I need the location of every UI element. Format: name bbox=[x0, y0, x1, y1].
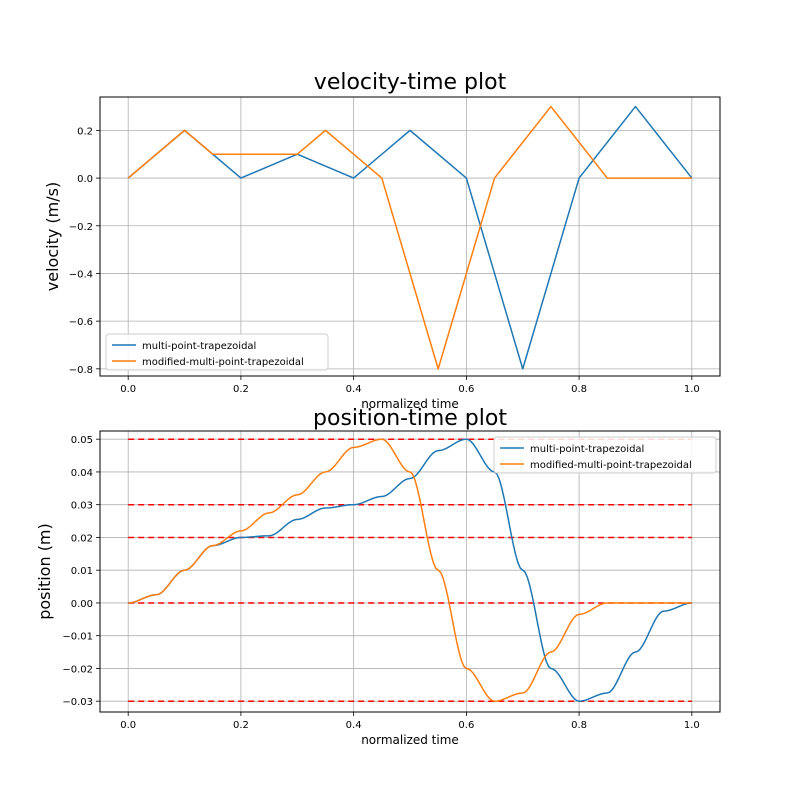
position-x-tick-label: 0.6 bbox=[458, 720, 474, 731]
velocity-y-tick-label: −0.4 bbox=[69, 269, 93, 280]
position-y-tick-label: 0.03 bbox=[71, 501, 93, 512]
velocity-y-tick-label: 0.0 bbox=[77, 174, 93, 185]
velocity-x-tick-label: 0.8 bbox=[571, 384, 587, 395]
position-axes-frame bbox=[99, 430, 721, 713]
position-chart-title: position-time plot bbox=[313, 406, 507, 431]
position-legend: multi-point-trapezoidal modified-multi-po… bbox=[493, 436, 717, 474]
velocity-y-tick-label: 0.2 bbox=[77, 126, 93, 137]
position-plot-area bbox=[128, 438, 692, 702]
velocity-x-tick-label: 0.6 bbox=[458, 384, 474, 395]
velocity-x-tick-label: 0.2 bbox=[233, 384, 249, 395]
velocity-ticks: 0.0 0.2 0.4 0.6 0.8 1.0 −0.8 −0.6 −0.4 −0.2 0.0 0.2 bbox=[69, 126, 700, 395]
position-x-axis-label: normalized time bbox=[361, 733, 459, 747]
velocity-legend-box bbox=[105, 333, 329, 371]
position-legend-box bbox=[493, 436, 717, 474]
velocity-y-tick-label: −0.2 bbox=[69, 222, 93, 233]
position-y-tick-label: 0.02 bbox=[71, 533, 93, 544]
velocity-plot-area bbox=[127, 105, 693, 370]
position-y-tick-label: 0.01 bbox=[71, 566, 93, 577]
position-y-axis-label: position (m) bbox=[35, 523, 54, 620]
position-x-tick-label: 1.0 bbox=[684, 720, 700, 731]
position-y-tick-label: 0.00 bbox=[71, 599, 93, 610]
velocity-x-tick-label: 0.0 bbox=[120, 384, 136, 395]
velocity-chart-title: velocity-time plot bbox=[314, 70, 507, 95]
velocity-legend: multi-point-trapezoidal modified-multi-po… bbox=[105, 333, 329, 371]
velocity-y-tick-label: −0.8 bbox=[69, 365, 93, 376]
position-series-line-1 bbox=[128, 438, 692, 702]
position-ticks: 0.0 0.2 0.4 0.6 0.8 1.0 −0.03 −0.02 −0.01 0.00 0.0… bbox=[62, 435, 699, 731]
velocity-series-line-1 bbox=[127, 105, 693, 370]
position-subplot: 0.0 0.2 0.4 0.6 0.8 1.0 −0.03 −0.02 −0.01 0.00 0.0… bbox=[35, 406, 721, 747]
velocity-x-tick-label: 1.0 bbox=[684, 384, 700, 395]
velocity-series-line-2 bbox=[127, 105, 692, 370]
position-y-tick-label: 0.04 bbox=[71, 468, 93, 479]
position-series-line-2 bbox=[128, 438, 692, 702]
velocity-legend-label-2: modified-multi-point-trapezoidal bbox=[142, 357, 304, 368]
velocity-subplot: 0.0 0.2 0.4 0.6 0.8 1.0 −0.8 −0.6 −0.4 −0.2 0.0 0.2… bbox=[43, 70, 721, 411]
position-y-tick-label: −0.03 bbox=[62, 697, 93, 708]
position-x-tick-label: 0.8 bbox=[571, 720, 587, 731]
velocity-axes-frame bbox=[99, 96, 721, 377]
position-legend-label-2: modified-multi-point-trapezoidal bbox=[530, 460, 692, 471]
position-x-tick-label: 0.2 bbox=[233, 720, 249, 731]
velocity-y-axis-label: velocity (m/s) bbox=[43, 182, 62, 291]
velocity-x-axis-label: normalized time bbox=[361, 397, 459, 411]
position-legend-label-1: multi-point-trapezoidal bbox=[530, 444, 644, 455]
position-x-tick-label: 0.0 bbox=[120, 720, 136, 731]
velocity-legend-label-1: multi-point-trapezoidal bbox=[142, 341, 256, 352]
position-y-tick-label: −0.02 bbox=[62, 664, 93, 675]
position-y-tick-label: −0.01 bbox=[62, 632, 93, 643]
position-y-tick-label: 0.05 bbox=[71, 435, 93, 446]
position-x-tick-label: 0.4 bbox=[346, 720, 362, 731]
velocity-y-tick-label: −0.6 bbox=[69, 317, 93, 328]
velocity-x-tick-label: 0.4 bbox=[346, 384, 362, 395]
